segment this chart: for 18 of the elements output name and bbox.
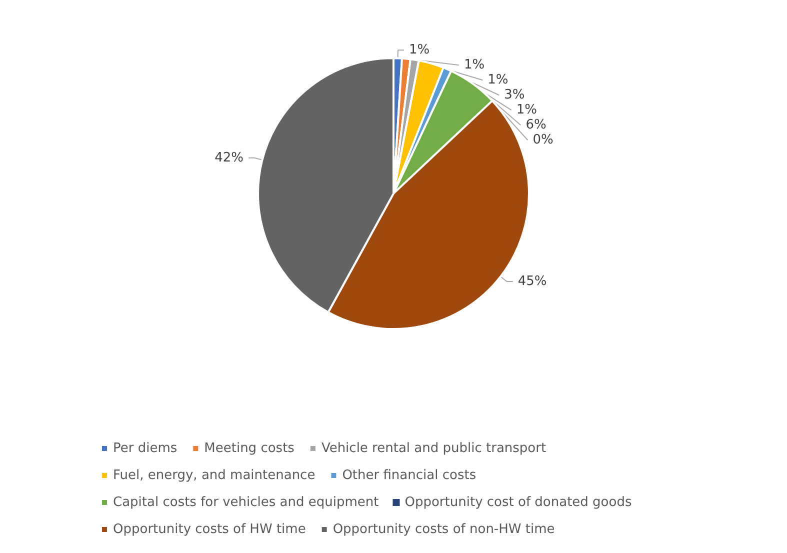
data-label: 3% <box>504 88 525 103</box>
legend-label: Opportunity costs of HW time <box>113 522 306 537</box>
legend-label: Other financial costs <box>342 468 476 483</box>
legend-label: Capital costs for vehicles and equipment <box>113 495 379 510</box>
data-label: 42% <box>214 150 244 166</box>
legend-label: Per diems <box>113 441 178 456</box>
data-label: 1% <box>409 42 430 58</box>
data-label: 1% <box>488 72 508 88</box>
legend-label: Opportunity costs of non-HW time <box>332 522 555 537</box>
legend-label: Meeting costs <box>204 441 295 456</box>
legend-label: Fuel, energy, and maintenance <box>113 468 316 483</box>
data-label: 45% <box>518 274 547 289</box>
data-label: 1% <box>516 102 537 118</box>
data-label: 1% <box>464 58 485 73</box>
legend-label: Vehicle rental and public transport <box>321 441 546 456</box>
text: 0% <box>532 132 554 148</box>
data-label: 6% <box>526 118 546 133</box>
legend-label: Opportunity cost of donated goods <box>404 495 632 510</box>
